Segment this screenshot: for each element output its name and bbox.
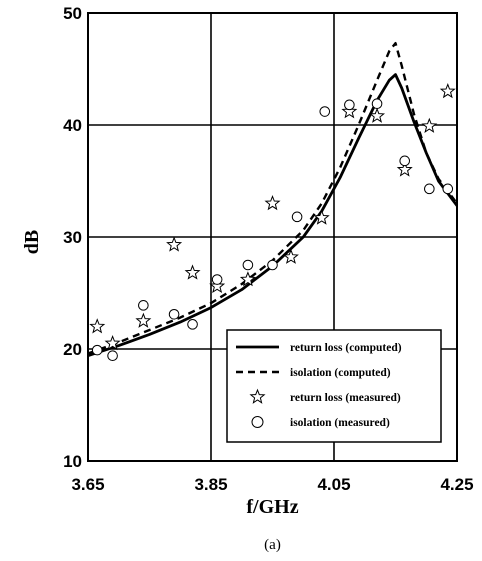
return-loss-measured-point [209,277,226,294]
return-loss-measured-point [135,312,152,328]
return-loss-measured-point [341,103,358,119]
x-axis-label: f/GHz [246,496,298,518]
return-loss-measured-point [282,248,299,264]
isolation-measured-point [319,106,331,117]
legend-label: return loss (measured) [290,392,401,404]
isolation-measured-point [187,319,198,330]
isolation-measured-point [91,344,103,356]
legend-label: isolation (computed) [290,367,391,379]
legend: return loss (computed) isolation (compute… [226,329,442,443]
y-tick-label: 40 [63,116,82,135]
isolation-measured-point [371,98,383,110]
return-loss-measured-point [369,107,386,123]
figure-caption: (a) [264,537,281,553]
legend-swatch-star [249,388,266,404]
isolation-measured-point [138,300,149,311]
return-loss-measured-point [184,264,201,280]
isolation-measured-point [168,308,180,320]
legend-label: isolation (measured) [290,417,390,429]
isolation-measured-point [267,259,278,271]
x-tick-label: 3.65 [71,475,104,494]
isolation-measured-point [211,274,223,285]
isolation-measured-point [242,259,254,271]
tick-labels: 3.65 3.85 4.05 4.25 10 20 30 40 50 [63,4,473,494]
y-tick-label: 10 [63,452,82,471]
isolation-measured-point [291,211,303,223]
isolation-computed-line [87,42,458,355]
measured-markers [89,82,456,362]
return-loss-computed-line [87,73,459,358]
isolation-measured-point [344,99,355,111]
plot-frame [87,12,458,462]
legend-label: return loss (computed) [290,342,402,354]
legend-swatch-circle [251,416,264,428]
return-loss-measured-point [239,271,256,287]
x-tick-label: 3.85 [194,475,227,494]
return-loss-measured-point [313,209,330,225]
isolation-measured-point [399,155,411,167]
x-tick-label: 4.05 [317,475,350,494]
isolation-measured-point [442,183,454,195]
return-loss-measured-point [439,82,456,99]
return-loss-measured-point [104,335,121,351]
y-axis-label: dB [21,230,43,254]
y-tick-label: 50 [63,4,82,23]
x-tick-label: 4.25 [440,475,473,494]
y-tick-label: 20 [63,340,82,359]
y-tick-label: 30 [63,228,82,247]
isolation-measured-point [107,350,118,362]
return-loss-measured-point [166,236,183,252]
return-loss-measured-point [89,318,106,334]
isolation-measured-point [424,183,435,195]
return-loss-measured-point [264,195,281,211]
return-loss-measured-point [396,161,413,177]
return-loss-measured-point [421,117,438,133]
computed-curves [87,42,459,358]
